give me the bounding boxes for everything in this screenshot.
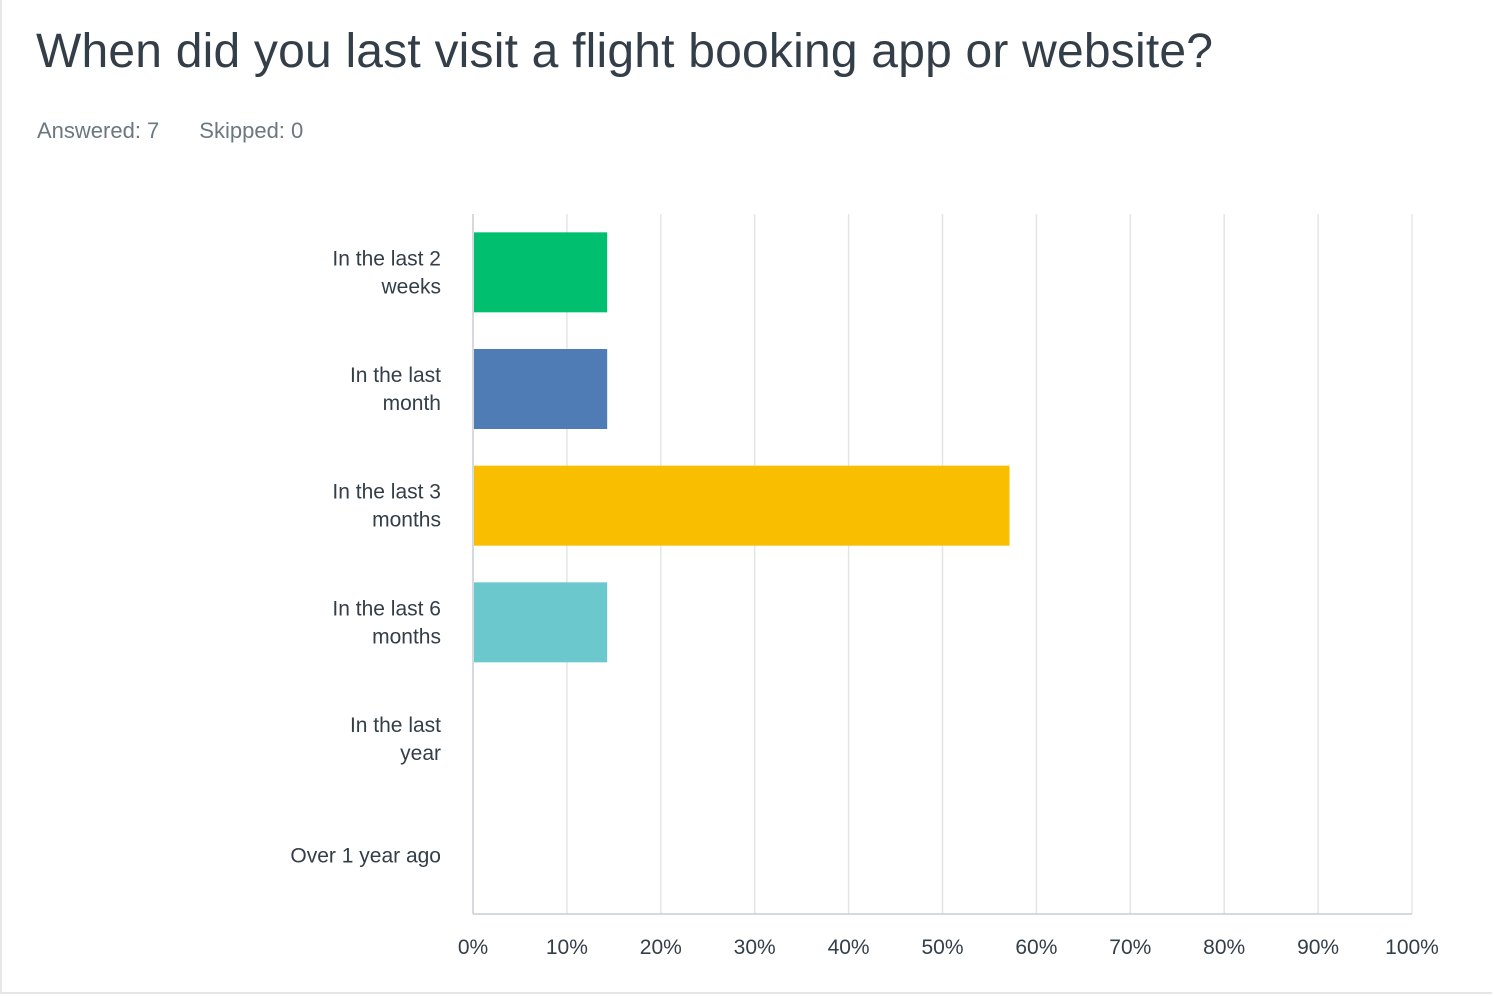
response-stats: Answered: 7 Skipped: 0 [37, 118, 303, 144]
x-tick-label: 40% [828, 936, 870, 959]
category-label: In the last [350, 714, 441, 737]
x-tick-label: 0% [458, 936, 488, 959]
category-label: months [372, 625, 441, 648]
bar [474, 232, 608, 313]
skipped-count: Skipped: 0 [199, 118, 304, 143]
category-label: month [383, 392, 441, 415]
x-tick-label: 10% [546, 936, 588, 959]
x-tick-label: 70% [1109, 936, 1151, 959]
category-label: year [400, 742, 441, 765]
category-label: Over 1 year ago [290, 845, 441, 868]
x-tick-label: 90% [1297, 936, 1339, 959]
category-label: In the last 2 [332, 247, 441, 270]
category-label: In the last 3 [332, 481, 441, 504]
bar [474, 465, 1010, 546]
category-label: months [372, 509, 441, 532]
x-tick-label: 30% [734, 936, 776, 959]
category-label: weeks [380, 275, 441, 298]
answered-count: Answered: 7 [37, 118, 160, 143]
category-label: In the last [350, 364, 441, 387]
bar [474, 349, 608, 429]
category-label: In the last 6 [332, 597, 441, 620]
x-tick-label: 20% [640, 936, 682, 959]
x-tick-label: 50% [921, 936, 963, 959]
question-title: When did you last visit a flight booking… [36, 25, 1214, 78]
x-tick-label: 60% [1015, 936, 1057, 959]
x-tick-label: 80% [1203, 936, 1245, 959]
x-tick-label: 100% [1385, 936, 1439, 959]
bar [474, 582, 608, 663]
